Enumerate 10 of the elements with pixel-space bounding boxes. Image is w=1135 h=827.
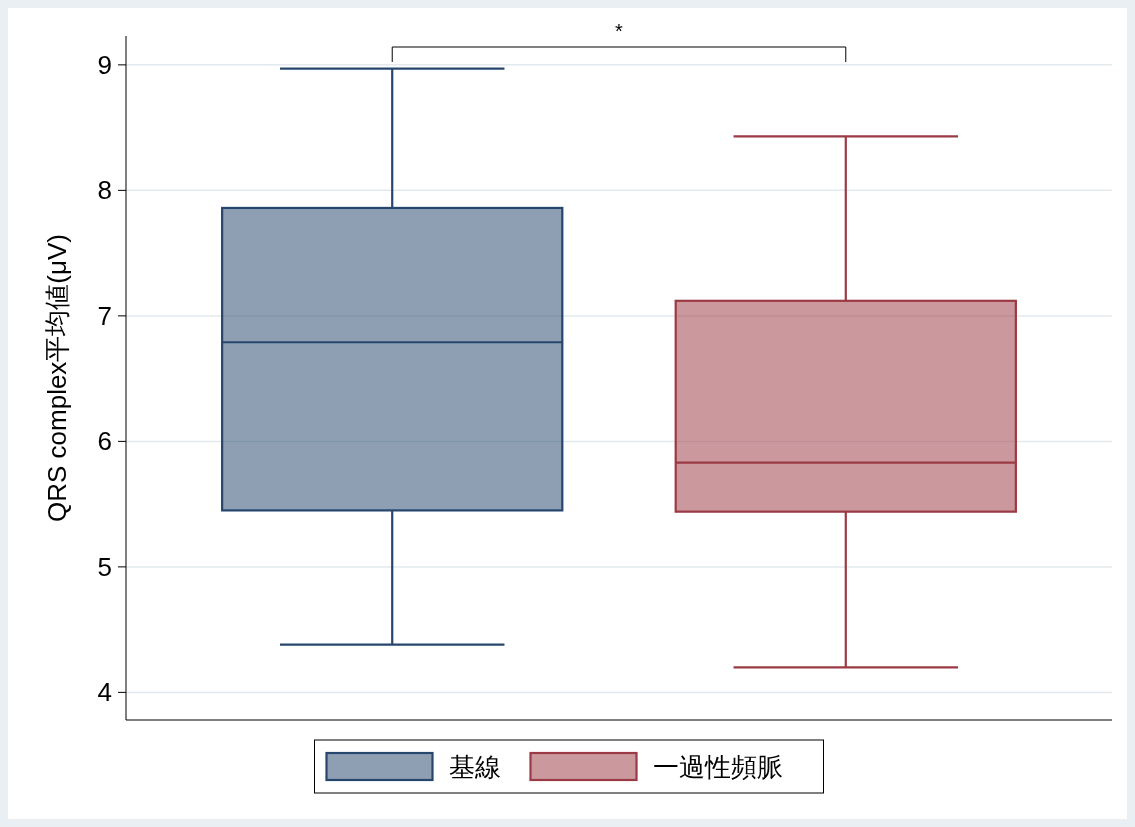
legend-label: 一過性頻脈 [652, 752, 783, 782]
y-tick-label: 6 [97, 426, 112, 457]
y-tick-label: 5 [97, 551, 112, 582]
y-axis-title: QRS complex平均値(μV) [42, 233, 72, 523]
y-tick-label: 7 [97, 300, 112, 331]
legend-label: 基線 [448, 752, 501, 782]
y-tick-label: 9 [97, 49, 112, 80]
annotation: * [615, 20, 624, 42]
y-tick-label: 8 [97, 175, 112, 206]
y-tick-label: 4 [97, 677, 112, 708]
